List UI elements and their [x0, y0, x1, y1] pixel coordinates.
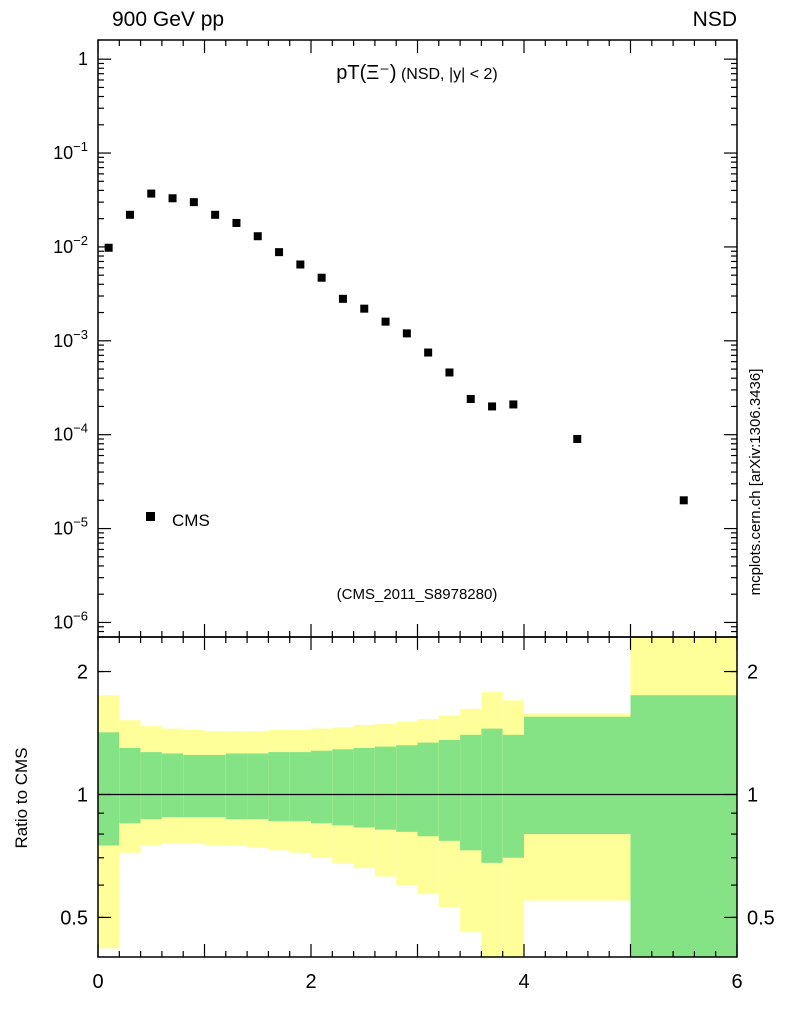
- x-axis-tick-labels: 0 2 4 6: [92, 971, 742, 993]
- inner-band-bin: [119, 747, 141, 824]
- inner-band-bin: [502, 734, 524, 858]
- y-tick-label: 10−1: [53, 139, 88, 163]
- side-credit-label: mcplots.cern.ch [arXiv:1306.3436]: [747, 369, 764, 596]
- legend-marker-cms-icon: [146, 512, 155, 521]
- ratio-y-tick-label-left: 0.5: [60, 907, 88, 929]
- data-point-marker: [189, 198, 198, 207]
- data-point-marker: [104, 243, 113, 252]
- header-energy-label: 900 GeV pp: [112, 8, 224, 31]
- data-point-marker: [573, 434, 582, 443]
- inner-band-bin: [524, 716, 631, 835]
- inner-band-bin: [161, 753, 184, 818]
- y-tick-label: 10−2: [53, 233, 88, 257]
- inner-band-bin: [332, 749, 354, 826]
- inner-band-bin: [98, 732, 120, 846]
- y-tick-label: 10−4: [53, 421, 88, 445]
- x-tick-label: 0: [92, 971, 103, 993]
- inner-band-bin: [460, 734, 482, 851]
- x-tick-label: 2: [305, 971, 316, 993]
- ratio-y-tick-label-right: 0.5: [747, 907, 775, 929]
- inner-band-bin: [353, 747, 375, 828]
- data-point-marker: [402, 329, 411, 338]
- data-point-marker: [317, 273, 326, 282]
- data-point-marker: [466, 394, 475, 403]
- cms-data-points: [104, 189, 688, 505]
- data-point-marker: [445, 368, 454, 377]
- inner-band-bin: [417, 742, 439, 837]
- inner-band-bin: [630, 695, 737, 957]
- ratio-y-tick-label-left: 1: [77, 784, 88, 806]
- inner-band-bin: [225, 753, 248, 820]
- data-point-marker: [488, 402, 497, 411]
- chart-render-layer: 1 10−1 10−2 10−3 10−4 10−5 10−6 0.5 0.5 1 1 2 2 0 2 4 6: [53, 39, 775, 993]
- y-tick-label: 10−3: [53, 327, 88, 351]
- inner-band-bin: [311, 750, 333, 824]
- data-point-marker: [232, 218, 241, 227]
- data-point-marker: [147, 189, 156, 198]
- x-axis-ticks: [97, 40, 738, 957]
- inner-band-bin: [374, 746, 397, 830]
- ratio-uncertainty-bands: [98, 637, 737, 957]
- main-panel-y-tick-labels: 1 10−1 10−2 10−3 10−4 10−5 10−6: [53, 49, 88, 632]
- inner-band-bin: [289, 752, 311, 822]
- inner-band-bin: [204, 754, 226, 818]
- data-point-marker: [125, 210, 134, 219]
- main-panel-frame: [97, 39, 738, 638]
- inner-band-bin: [438, 739, 461, 841]
- analysis-watermark: (CMS_2011_S8978280): [337, 586, 498, 603]
- y-tick-label: 10−5: [53, 515, 88, 539]
- legend-label-cms: CMS: [172, 511, 210, 530]
- ratio-y-axis-title: Ratio to CMS: [12, 747, 31, 848]
- data-point-marker: [338, 294, 347, 303]
- main-panel-y-ticks: [98, 58, 737, 638]
- data-point-marker: [275, 248, 284, 257]
- inner-band-bin: [268, 752, 290, 822]
- x-tick-label: 6: [731, 971, 742, 993]
- data-point-marker: [360, 304, 369, 313]
- ratio-y-tick-label-right: 1: [747, 784, 758, 806]
- y-tick-label: 1: [78, 49, 88, 69]
- data-point-marker: [679, 496, 688, 505]
- data-point-marker: [253, 232, 262, 241]
- data-point-marker: [296, 260, 305, 269]
- inner-band-bin: [481, 728, 503, 863]
- plot-title-selection: (NSD, |y| < 2): [397, 66, 498, 83]
- data-point-marker: [211, 210, 220, 219]
- inner-band-bin: [247, 753, 269, 820]
- inner-band-bin: [140, 752, 162, 820]
- plot-title-observable: pT(Ξ⁻): [336, 62, 396, 84]
- inner-band-bin: [183, 754, 205, 818]
- y-tick-label: 10−6: [53, 608, 88, 632]
- data-point-marker: [381, 317, 390, 326]
- header-condition-label: NSD: [693, 8, 737, 31]
- data-point-marker: [509, 400, 518, 409]
- x-tick-label: 4: [518, 971, 529, 993]
- ratio-y-tick-label-right: 2: [747, 662, 758, 684]
- ratio-panel-y-ticks: [98, 670, 737, 919]
- plot-title: pT(Ξ⁻) (NSD, |y| < 2): [336, 62, 497, 84]
- data-point-marker: [424, 348, 433, 357]
- ratio-panel-y-tick-labels: 0.5 0.5 1 1 2 2: [60, 662, 775, 930]
- data-point-marker: [168, 194, 177, 203]
- ratio-y-tick-label-left: 2: [77, 662, 88, 684]
- inner-band-bin: [396, 745, 418, 832]
